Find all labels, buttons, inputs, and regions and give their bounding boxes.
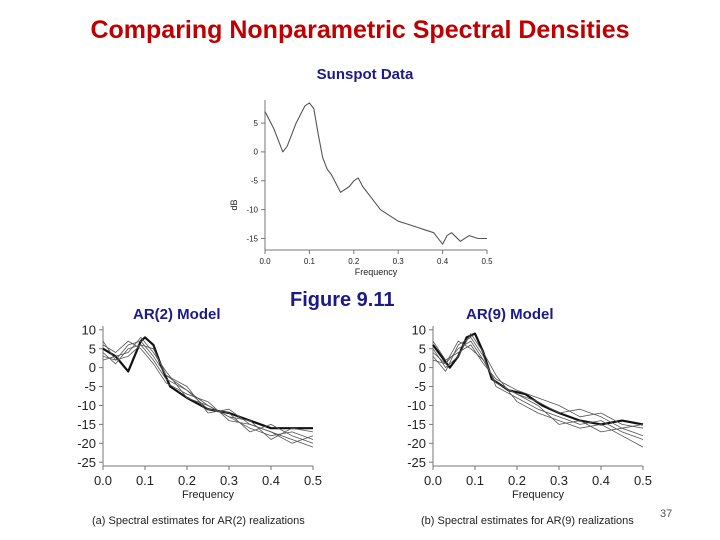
y-axis-label: dB bbox=[229, 199, 239, 210]
figure-label: Figure 9.11 bbox=[290, 289, 395, 311]
x-tick-label: 0.1 bbox=[466, 473, 484, 488]
y-tick-label: -10 bbox=[77, 398, 96, 413]
y-tick-label: 5 bbox=[254, 119, 259, 128]
series-line-1 bbox=[264, 102, 487, 245]
y-tick-label: -5 bbox=[414, 379, 426, 394]
ar2-model-label: AR(2) Model bbox=[133, 306, 221, 323]
series-line-5 bbox=[102, 337, 314, 440]
x-tick-label: 0.0 bbox=[259, 257, 271, 266]
x-axis-label: Frequency bbox=[355, 267, 398, 277]
series-line-1 bbox=[432, 332, 644, 426]
y-tick-label: 10 bbox=[82, 322, 96, 337]
ar9-model-label: AR(9) Model bbox=[466, 306, 554, 323]
y-tick-label: -10 bbox=[246, 205, 258, 214]
x-tick-label: 0.5 bbox=[481, 257, 493, 266]
y-tick-label: -10 bbox=[407, 398, 426, 413]
series-line-6 bbox=[432, 340, 644, 437]
y-tick-label: -25 bbox=[77, 455, 96, 470]
y-tick-label: -5 bbox=[84, 379, 96, 394]
x-tick-label: 0.1 bbox=[136, 473, 154, 488]
ar2-spectrum-chart: 10 5 0 -5 -10 -15 -20 -25 0.0 0.1 0.2 0.3 0.4 0.5 Freq… bbox=[77, 322, 322, 501]
x-tick-label: 0.3 bbox=[550, 473, 568, 488]
x-tick-label: 0.3 bbox=[220, 473, 238, 488]
y-tick-label: -15 bbox=[246, 234, 258, 243]
x-tick-label: 0.5 bbox=[304, 473, 322, 488]
x-tick-label: 0.1 bbox=[304, 257, 316, 266]
x-tick-label: 0.4 bbox=[592, 473, 610, 488]
x-axis-label: Frequency bbox=[512, 489, 564, 501]
y-tick-label: 5 bbox=[419, 341, 426, 356]
x-tick-label: 0.2 bbox=[178, 473, 196, 488]
y-tick-label: -5 bbox=[251, 177, 259, 186]
x-axis-label: Frequency bbox=[182, 489, 234, 501]
y-tick-label: -15 bbox=[407, 417, 426, 432]
x-tick-label: 0.3 bbox=[393, 257, 405, 266]
slide-title: Comparing Nonparametric Spectral Densiti… bbox=[90, 16, 630, 44]
y-tick-label: 0 bbox=[419, 360, 426, 375]
caption-ar2: (a) Spectral estimates for AR(2) realiza… bbox=[92, 515, 305, 527]
x-tick-label: 0.2 bbox=[348, 257, 360, 266]
x-tick-label: 0.4 bbox=[262, 473, 280, 488]
y-tick-label: 10 bbox=[412, 322, 426, 337]
caption-ar9: (b) Spectral estimates for AR(9) realiza… bbox=[421, 515, 634, 527]
x-tick-label: 0.0 bbox=[94, 473, 112, 488]
ar9-spectrum-chart: 10 5 0 -5 -10 -15 -20 -25 0.0 0.1 0.2 0.3 0.4 0.5 Freq… bbox=[407, 322, 652, 501]
sunspot-data-label: Sunspot Data bbox=[316, 66, 414, 83]
y-tick-label: 5 bbox=[89, 341, 96, 356]
x-tick-label: 0.4 bbox=[437, 257, 449, 266]
y-tick-label: -15 bbox=[77, 417, 96, 432]
series-line-4 bbox=[102, 344, 314, 444]
series-line-4 bbox=[432, 340, 644, 429]
y-tick-label: -25 bbox=[407, 455, 426, 470]
y-tick-label: 0 bbox=[254, 148, 259, 157]
x-tick-label: 0.5 bbox=[634, 473, 652, 488]
series-line-2 bbox=[432, 340, 644, 429]
page-number: 37 bbox=[660, 508, 673, 520]
series-line-5 bbox=[432, 333, 644, 448]
x-tick-label: 0.2 bbox=[508, 473, 526, 488]
series-line-1 bbox=[102, 336, 313, 430]
sunspot-spectrum-chart: 5 0 -5 -10 -15 0.0 0.1 0.2 0.3 0.4 0.5 Frequency dB bbox=[229, 100, 493, 277]
y-tick-label: -20 bbox=[77, 436, 96, 451]
y-tick-label: 0 bbox=[89, 360, 96, 375]
series-line-6 bbox=[102, 340, 314, 448]
x-tick-label: 0.0 bbox=[424, 473, 442, 488]
y-tick-label: -20 bbox=[407, 436, 426, 451]
series-line-3 bbox=[432, 337, 644, 440]
